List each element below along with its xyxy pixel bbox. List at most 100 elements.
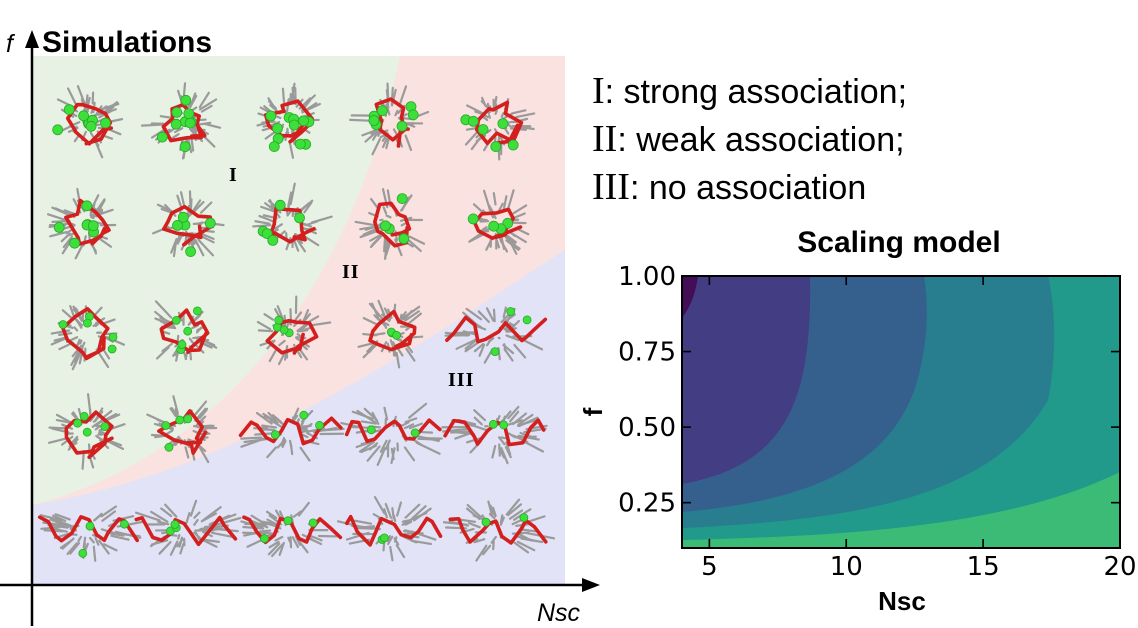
side-chain	[309, 321, 332, 327]
side-chain	[513, 343, 527, 359]
side-chain	[403, 446, 416, 462]
side-chain	[509, 231, 527, 244]
side-chain	[294, 336, 299, 341]
side-chain	[361, 128, 378, 137]
plot-frame	[681, 275, 1121, 549]
side-chain	[362, 332, 378, 337]
side-chain	[478, 343, 486, 357]
side-chain	[277, 351, 287, 366]
side-chain	[240, 437, 266, 448]
side-chain	[404, 520, 413, 526]
side-chain	[188, 190, 192, 210]
side-chain	[482, 189, 491, 209]
side-chain	[160, 507, 173, 518]
sticker-bead	[407, 109, 419, 121]
sticker-bead	[298, 115, 310, 127]
legend-item-weak: II: weak association;	[592, 118, 905, 160]
side-chain	[464, 341, 480, 353]
side-chain	[466, 503, 483, 519]
sticker-bead	[294, 138, 306, 150]
side-chain	[298, 322, 310, 332]
side-chain	[516, 540, 536, 552]
side-chain	[500, 236, 506, 251]
side-chain	[97, 133, 114, 140]
side-chain	[263, 415, 277, 423]
side-chain	[202, 506, 222, 521]
sticker-bead	[279, 325, 289, 335]
side-chain	[50, 337, 67, 346]
side-chain	[71, 352, 82, 371]
sticker-bead	[73, 418, 82, 428]
side-chain	[250, 514, 267, 526]
side-chain	[401, 196, 410, 212]
molecule-snapshot	[467, 189, 530, 255]
side-chain	[390, 86, 394, 107]
side-chain	[358, 440, 376, 453]
side-chain	[389, 545, 394, 562]
side-chain	[66, 542, 78, 556]
side-chain	[450, 430, 470, 434]
sticker-bead	[175, 415, 185, 425]
side-chain	[94, 537, 100, 546]
sticker-bead	[204, 217, 216, 229]
sticker-bead	[100, 117, 111, 129]
side-chain	[287, 536, 292, 545]
side-chain	[161, 342, 173, 353]
side-chain	[385, 103, 391, 116]
legend-numeral: III	[592, 166, 630, 208]
sticker-bead	[177, 340, 187, 350]
side-chain	[287, 191, 293, 208]
side-chain	[362, 227, 379, 236]
backbone	[61, 307, 110, 361]
side-chain	[504, 236, 516, 245]
side-chain	[382, 137, 388, 149]
side-chain	[510, 109, 527, 115]
side-chain	[354, 220, 376, 227]
side-chain	[62, 235, 74, 249]
side-chain	[466, 104, 484, 115]
sticker-bead	[270, 430, 280, 440]
side-chain	[193, 511, 201, 519]
sticker-bead	[288, 119, 300, 131]
scaling-model-chart: Scaling model 5 10 15 20 0.25 0.50 0.75 1.00 N…	[578, 226, 1137, 616]
side-chain	[384, 502, 393, 519]
side-chain	[197, 238, 215, 257]
sticker-bead	[274, 199, 286, 211]
side-chain	[349, 118, 372, 122]
side-chain	[405, 237, 422, 253]
side-chain	[510, 319, 520, 330]
sticker-bead	[87, 220, 99, 232]
side-chain	[75, 318, 83, 329]
side-chain	[307, 315, 320, 323]
sticker-bead	[179, 141, 191, 153]
side-chain	[368, 442, 379, 451]
molecule-snapshot	[238, 407, 345, 462]
side-chain	[511, 518, 523, 526]
side-chain	[159, 316, 171, 323]
side-chain	[396, 501, 402, 517]
side-chain	[276, 438, 286, 449]
side-chain	[373, 496, 386, 515]
backbone	[64, 198, 111, 246]
side-chain	[154, 317, 170, 325]
side-chain	[486, 129, 492, 134]
side-chain	[173, 127, 184, 134]
side-chain	[473, 416, 483, 426]
side-chain	[404, 134, 413, 152]
side-chain	[404, 417, 418, 424]
molecule-snapshot	[354, 188, 426, 261]
y-axis-arrowhead	[25, 30, 39, 48]
x-tick-label: 15	[967, 552, 1000, 582]
sticker-bead	[69, 237, 80, 249]
side-chain	[203, 122, 222, 129]
sticker-bead	[81, 200, 93, 212]
molecule-snapshot	[442, 498, 556, 562]
side-chain	[292, 510, 303, 518]
sticker-bead	[308, 518, 318, 528]
side-chain	[468, 232, 483, 243]
side-chain	[492, 308, 496, 323]
side-chain	[196, 221, 205, 225]
side-chain	[39, 514, 63, 522]
x-tick-label: 10	[830, 552, 863, 582]
side-chain	[97, 199, 106, 213]
